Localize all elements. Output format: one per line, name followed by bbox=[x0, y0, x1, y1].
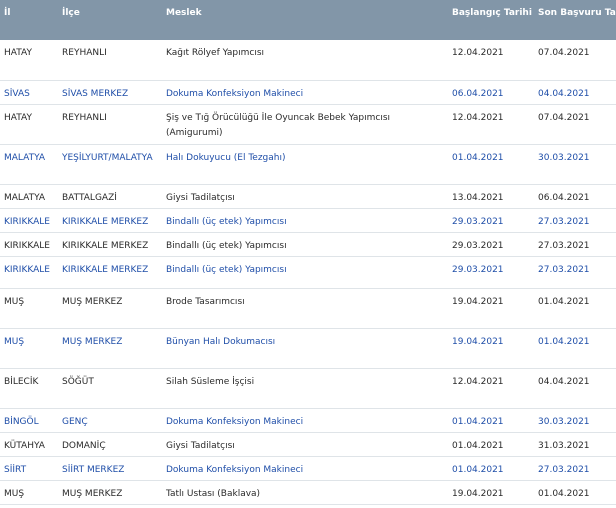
cell-il: MALATYA bbox=[0, 184, 58, 209]
table-row[interactable]: SİVAS SİVAS MERKEZ Dokuma Konfeksiyon Maki… bbox=[0, 80, 616, 105]
cell-il: MALATYA bbox=[0, 144, 58, 185]
table-row[interactable]: BİLECİK SÖĞÜT Silah Süsleme İşçisi 12.04.20… bbox=[0, 368, 616, 409]
cell-son-basvuru-tarihi: 01.04.2021 bbox=[534, 480, 616, 505]
header-il[interactable]: İl bbox=[4, 8, 11, 18]
cell-son-basvuru-tarihi: 01.04.2021 bbox=[534, 288, 616, 329]
table-row[interactable]: KIRIKKALE KIRIKKALE MERKEZ Bindallı (üç et… bbox=[0, 208, 616, 233]
cell-meslek: Bindallı (üç etek) Yapımcısı bbox=[162, 208, 448, 233]
cell-meslek: Kağıt Rölyef Yapımcısı bbox=[162, 40, 448, 81]
table-row[interactable]: KIRIKKALE KIRIKKALE MERKEZ Bindallı (üç et… bbox=[0, 232, 616, 257]
cell-meslek: Brode Tasarımcısı bbox=[162, 288, 448, 329]
cell-il: KIRIKKALE bbox=[0, 232, 58, 257]
cell-il: BİLECİK bbox=[0, 368, 58, 409]
cell-baslangic-tarihi: 01.04.2021 bbox=[448, 408, 534, 433]
cell-son-basvuru-tarihi: 07.04.2021 bbox=[534, 40, 616, 81]
cell-meslek: Dokuma Konfeksiyon Makineci bbox=[162, 408, 448, 433]
cell-baslangic-tarihi: 12.04.2021 bbox=[448, 368, 534, 409]
cell-meslek: Giysi Tadilatçısı bbox=[162, 184, 448, 209]
header-son-basvuru-tarihi[interactable]: Son Başvuru Tarihi bbox=[538, 8, 616, 18]
cell-ilce: MUŞ MERKEZ bbox=[58, 328, 162, 369]
cell-baslangic-tarihi: 19.04.2021 bbox=[448, 328, 534, 369]
cell-meslek: Dokuma Konfeksiyon Makineci bbox=[162, 80, 448, 105]
table-row[interactable]: KIRIKKALE KIRIKKALE MERKEZ Bindallı (üç et… bbox=[0, 256, 616, 289]
cell-baslangic-tarihi: 19.04.2021 bbox=[448, 288, 534, 329]
cell-meslek: Bindallı (üç etek) Yapımcısı bbox=[162, 232, 448, 257]
cell-baslangic-tarihi: 13.04.2021 bbox=[448, 184, 534, 209]
header-row: İl İlçe Meslek Başlangıç Tarihi Son Başv… bbox=[0, 0, 616, 40]
cell-meslek: Silah Süsleme İşçisi bbox=[162, 368, 448, 409]
cell-son-basvuru-tarihi: 27.03.2021 bbox=[534, 456, 616, 481]
cell-ilce: BATTALGAZİ bbox=[58, 184, 162, 209]
table-row[interactable]: MALATYA BATTALGAZİ Giysi Tadilatçısı 13.04.… bbox=[0, 184, 616, 209]
cell-baslangic-tarihi: 19.04.2021 bbox=[448, 480, 534, 505]
cell-meslek: Bünyan Halı Dokumacısı bbox=[162, 328, 448, 369]
table-row[interactable]: HATAY REYHANLI Kağıt Rölyef Yapımcısı 12.04… bbox=[0, 40, 616, 81]
cell-il: KIRIKKALE bbox=[0, 256, 58, 289]
cell-son-basvuru-tarihi: 06.04.2021 bbox=[534, 184, 616, 209]
header-meslek[interactable]: Meslek bbox=[166, 8, 202, 18]
cell-meslek: Halı Dokuyucu (El Tezgahı) bbox=[162, 144, 448, 185]
cell-ilce: KIRIKKALE MERKEZ bbox=[58, 232, 162, 257]
table-header: İl İlçe Meslek Başlangıç Tarihi Son Başv… bbox=[0, 0, 616, 40]
cell-meslek: Dokuma Konfeksiyon Makineci bbox=[162, 456, 448, 481]
cell-ilce: REYHANLI bbox=[58, 104, 162, 145]
table-row[interactable]: KÜTAHYA DOMANİÇ Giysi Tadilatçısı 01.04.202… bbox=[0, 432, 616, 457]
cell-meslek: Bindallı (üç etek) Yapımcısı bbox=[162, 256, 448, 289]
table-row[interactable]: HATAY REYHANLI Şiş ve Tığ Örücülüğü İle Oy… bbox=[0, 104, 616, 145]
table-row[interactable]: BİNGÖL GENÇ Dokuma Konfeksiyon Makineci 01.… bbox=[0, 408, 616, 433]
cell-baslangic-tarihi: 01.04.2021 bbox=[448, 456, 534, 481]
table-row[interactable]: MUŞ MUŞ MERKEZ Tatlı Ustası (Baklava) 19.04… bbox=[0, 480, 616, 505]
cell-meslek: Şiş ve Tığ Örücülüğü İle Oyuncak Bebek Y… bbox=[162, 104, 448, 145]
cell-son-basvuru-tarihi: 31.03.2021 bbox=[534, 432, 616, 457]
cell-ilce: SİVAS MERKEZ bbox=[58, 80, 162, 105]
cell-son-basvuru-tarihi: 30.03.2021 bbox=[534, 408, 616, 433]
cell-ilce: MUŞ MERKEZ bbox=[58, 480, 162, 505]
cell-il: BİNGÖL bbox=[0, 408, 58, 433]
cell-baslangic-tarihi: 01.04.2021 bbox=[448, 432, 534, 457]
cell-ilce: SİİRT MERKEZ bbox=[58, 456, 162, 481]
cell-il: MUŞ bbox=[0, 288, 58, 329]
cell-ilce: DOMANİÇ bbox=[58, 432, 162, 457]
cell-il: HATAY bbox=[0, 104, 58, 145]
cell-son-basvuru-tarihi: 27.03.2021 bbox=[534, 256, 616, 289]
cell-baslangic-tarihi: 29.03.2021 bbox=[448, 256, 534, 289]
cell-ilce: REYHANLI bbox=[58, 40, 162, 81]
cell-son-basvuru-tarihi: 01.04.2021 bbox=[534, 328, 616, 369]
cell-ilce: YEŞİLYURT/MALATYA bbox=[58, 144, 162, 185]
cell-ilce: KIRIKKALE MERKEZ bbox=[58, 208, 162, 233]
cell-son-basvuru-tarihi: 07.04.2021 bbox=[534, 104, 616, 145]
cell-son-basvuru-tarihi: 27.03.2021 bbox=[534, 232, 616, 257]
table-row[interactable]: MUŞ MUŞ MERKEZ Bünyan Halı Dokumacısı 19.04… bbox=[0, 328, 616, 369]
cell-ilce: KIRIKKALE MERKEZ bbox=[58, 256, 162, 289]
cell-meslek: Giysi Tadilatçısı bbox=[162, 432, 448, 457]
table-row[interactable]: MALATYA YEŞİLYURT/MALATYA Halı Dokuyucu (E… bbox=[0, 144, 616, 185]
cell-baslangic-tarihi: 01.04.2021 bbox=[448, 144, 534, 185]
table-row[interactable]: MUŞ MUŞ MERKEZ Brode Tasarımcısı 19.04.2021… bbox=[0, 288, 616, 329]
cell-baslangic-tarihi: 12.04.2021 bbox=[448, 40, 534, 81]
cell-il: KÜTAHYA bbox=[0, 432, 58, 457]
cell-baslangic-tarihi: 29.03.2021 bbox=[448, 208, 534, 233]
header-ilce[interactable]: İlçe bbox=[62, 8, 80, 18]
cell-il: SİİRT bbox=[0, 456, 58, 481]
table-row[interactable]: SİİRT SİİRT MERKEZ Dokuma Konfeksiyon Maki… bbox=[0, 456, 616, 481]
cell-il: MUŞ bbox=[0, 328, 58, 369]
cell-il: MUŞ bbox=[0, 480, 58, 505]
cell-baslangic-tarihi: 12.04.2021 bbox=[448, 104, 534, 145]
cell-il: SİVAS bbox=[0, 80, 58, 105]
cell-il: KIRIKKALE bbox=[0, 208, 58, 233]
cell-ilce: MUŞ MERKEZ bbox=[58, 288, 162, 329]
cell-son-basvuru-tarihi: 04.04.2021 bbox=[534, 368, 616, 409]
cell-baslangic-tarihi: 06.04.2021 bbox=[448, 80, 534, 105]
cell-son-basvuru-tarihi: 27.03.2021 bbox=[534, 208, 616, 233]
cell-baslangic-tarihi: 29.03.2021 bbox=[448, 232, 534, 257]
cell-son-basvuru-tarihi: 30.03.2021 bbox=[534, 144, 616, 185]
header-baslangic-tarihi[interactable]: Başlangıç Tarihi bbox=[452, 8, 532, 18]
table-body: HATAY REYHANLI Kağıt Rölyef Yapımcısı 12.04… bbox=[0, 40, 616, 505]
cell-ilce: SÖĞÜT bbox=[58, 368, 162, 409]
cell-il: HATAY bbox=[0, 40, 58, 81]
cell-meslek: Tatlı Ustası (Baklava) bbox=[162, 480, 448, 505]
cell-ilce: GENÇ bbox=[58, 408, 162, 433]
cell-son-basvuru-tarihi: 04.04.2021 bbox=[534, 80, 616, 105]
